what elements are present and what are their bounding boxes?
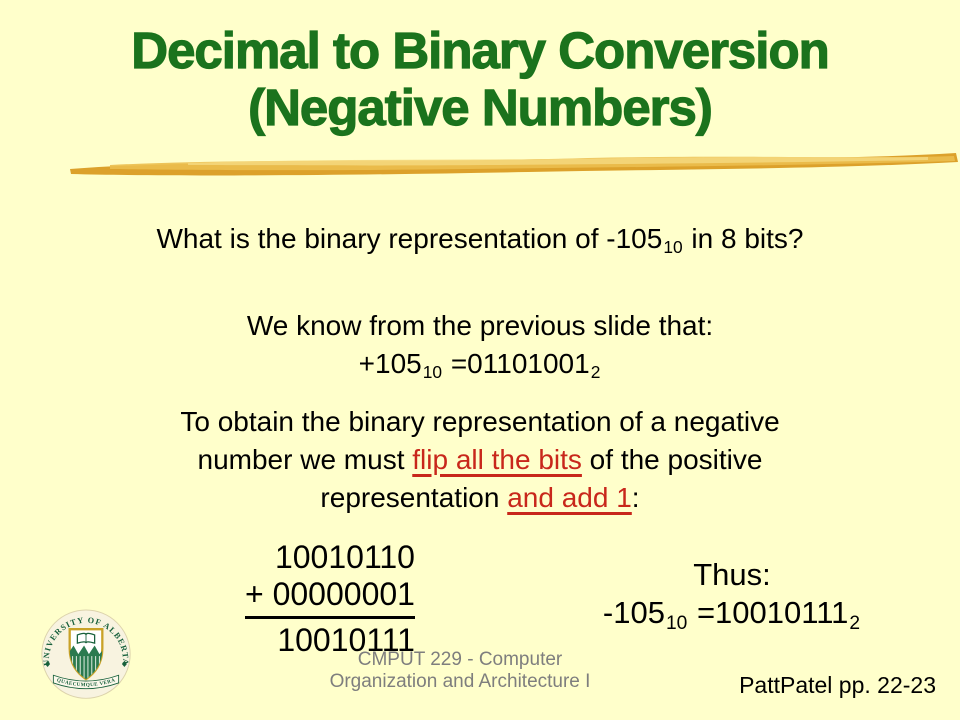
crest-book-icon	[76, 632, 96, 644]
conclusion-eq-lhs-subscript: 10	[665, 612, 688, 634]
footer-course-name: CMPUT 229 - Computer Organization and Ar…	[295, 649, 625, 693]
university-of-alberta-crest-logo: UNIVERSITY OF ALBERTA	[41, 609, 131, 699]
rule-line3: representation and add 1:	[0, 479, 960, 517]
binary-addition: 10010110 + 00000001 10010111	[245, 539, 415, 659]
crest-mountains	[69, 645, 103, 658]
brush-stroke-decoration	[70, 153, 958, 176]
crest-banner-ribbon	[52, 674, 120, 690]
question-text-end: in 8 bits?	[683, 223, 804, 254]
addition-operator: +	[245, 576, 273, 612]
rule-line1: To obtain the binary representation of a…	[180, 406, 780, 437]
known-intro: We know from the previous slide that:	[246, 310, 714, 341]
slide-title-line1: Decimal to Binary Conversion	[131, 21, 831, 79]
conclusion-eq-rhs-subscript: 2	[849, 612, 861, 634]
footer-course-line2: Organization and Architecture I	[329, 671, 591, 692]
rule-line3-colon: :	[631, 482, 640, 513]
question-base-subscript: 10	[663, 237, 683, 258]
addition-operand2-row: + 00000001	[245, 576, 415, 619]
rule-line2-pre: number we must	[197, 444, 413, 475]
known-eq-lhs: +105	[358, 348, 422, 379]
conclusion-eq-lhs: -105	[602, 595, 665, 630]
known-equation: +10510 =011010012	[0, 345, 960, 386]
footer-course-line1: CMPUT 229 - Computer	[357, 649, 563, 670]
question-text: What is the binary representation of -10…	[156, 223, 663, 254]
known-eq-rhs-subscript: 2	[590, 362, 601, 383]
slide-title: Decimal to Binary Conversion (Negative N…	[0, 21, 960, 136]
rule-paragraph: To obtain the binary representation of a…	[0, 403, 960, 517]
known-block: We know from the previous slide that: +1…	[0, 307, 960, 386]
crest-banner-text: QUAECUMQUE VERA	[56, 677, 116, 688]
addition-result: 10010111	[277, 622, 415, 658]
crest-right-leaf-icon	[121, 660, 127, 668]
rule-flip-bits-highlight: flip all the bits	[412, 444, 582, 475]
conclusion-block: Thus: -10510 =100101112	[558, 556, 906, 637]
addition-operand1: 10010110	[274, 539, 415, 575]
brush-stroke-highlight	[188, 157, 928, 166]
rule-line3-pre: representation	[320, 482, 508, 513]
conclusion-equation: -10510 =100101112	[558, 594, 906, 637]
question-line: What is the binary representation of -10…	[0, 223, 960, 258]
known-eq-mid: =01101001	[443, 348, 590, 379]
crest-left-leaf-icon	[45, 660, 51, 668]
rule-line2-post: of the positive	[581, 444, 763, 475]
rule-add-one-highlight: and add 1	[507, 482, 632, 513]
addition-operand2: 00000001	[272, 576, 415, 612]
conclusion-eq-mid: =10010111	[688, 595, 849, 630]
rule-line2: number we must flip all the bits of the …	[0, 441, 960, 479]
known-eq-lhs-subscript: 10	[422, 362, 443, 383]
conclusion-label: Thus:	[693, 557, 771, 592]
slide-title-line2: (Negative Numbers)	[247, 78, 713, 136]
footer-textbook-reference: PattPatel pp. 22-23	[739, 672, 936, 698]
